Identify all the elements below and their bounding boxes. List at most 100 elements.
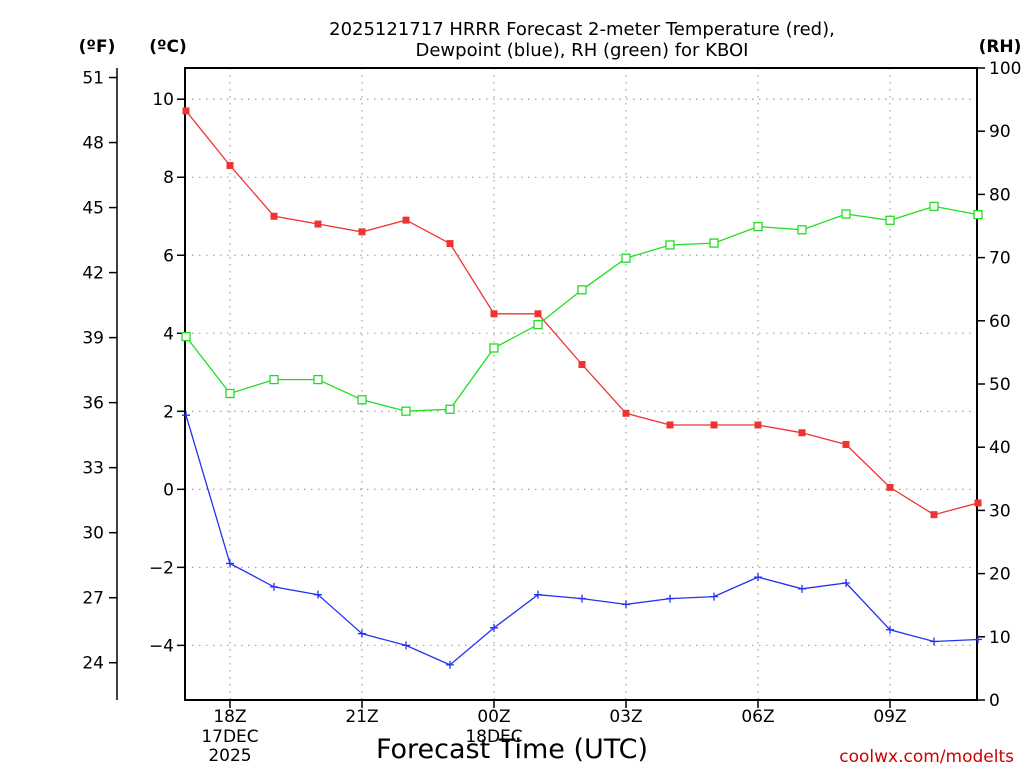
fahrenheit-tick-label: 27 (82, 589, 104, 609)
dewpoint-point (666, 594, 674, 603)
dewpoint-point (490, 623, 498, 632)
rh-point (709, 238, 719, 248)
dewpoint-point (974, 635, 982, 644)
celsius-tick-label: 2 (163, 402, 174, 422)
rh-point (577, 285, 587, 295)
temperature-point (842, 440, 850, 448)
rh-point (357, 395, 367, 405)
temperature-point (226, 162, 234, 170)
rh-point (621, 253, 631, 263)
rh-tick-label: 100 (989, 59, 1021, 79)
temperature-line (185, 110, 979, 516)
temperature-point (798, 429, 806, 437)
temperature-point (182, 107, 190, 115)
x-tick-label: 00Z (477, 707, 510, 727)
data-series (181, 107, 983, 669)
fahrenheit-tick-label: 39 (82, 329, 104, 349)
rh-tick-label: 70 (989, 249, 1011, 269)
celsius-tick-label: 8 (163, 168, 174, 188)
dewpoint-point (402, 641, 410, 650)
series-dewpoint (182, 411, 982, 669)
celsius-tick-label: 4 (163, 324, 174, 344)
rh-point (445, 404, 455, 414)
dewpoint-point (314, 590, 322, 599)
dewpoint-point (578, 594, 586, 603)
series-rh (181, 201, 983, 416)
dewpoint-point (446, 660, 454, 669)
rh-point (225, 388, 235, 399)
dewpoint-point (534, 590, 542, 599)
fahrenheit-tick-label: 51 (82, 69, 104, 89)
rh-tick-label: 80 (989, 185, 1011, 205)
rh-point (489, 343, 499, 353)
fahrenheit-tick-label: 36 (82, 394, 104, 414)
rh-tick-label: 60 (989, 312, 1011, 332)
rh-unit-label: (RH) (979, 37, 1022, 57)
series-temperature (182, 107, 982, 519)
fahrenheit-tick-label: 48 (82, 134, 104, 154)
temperature-point (710, 421, 718, 429)
credit-link: coolwx.com/modelts (839, 747, 1014, 767)
rh-point (797, 225, 807, 235)
dewpoint-point (182, 411, 190, 420)
temperature-point (930, 511, 938, 519)
temperature-point (754, 421, 762, 429)
rh-point (885, 215, 895, 225)
temperature-point (446, 240, 454, 248)
dewpoint-point (754, 573, 762, 582)
x-tick-label: 18DEC (465, 727, 522, 747)
dewpoint-point (622, 600, 630, 609)
rh-tick-label: 10 (989, 628, 1011, 648)
rh-point (313, 374, 323, 385)
x-axis-title: Forecast Time (UTC) (376, 734, 648, 765)
x-tick-label: 06Z (741, 707, 774, 727)
plot-frame (184, 67, 978, 701)
dewpoint-point (886, 625, 894, 634)
rh-tick-label: 30 (989, 501, 1011, 521)
celsius-unit-label: (ºC) (149, 37, 187, 57)
dewpoint-point (798, 584, 806, 593)
fahrenheit-tick-label: 24 (82, 654, 104, 674)
rh-tick-label: 20 (989, 565, 1011, 585)
rh-point (269, 374, 279, 385)
dewpoint-line (185, 415, 979, 666)
temperature-point (402, 216, 410, 224)
x-tick-label: 09Z (873, 707, 906, 727)
rh-point (973, 209, 983, 220)
temperature-point (622, 409, 630, 417)
fahrenheit-tick-label: 30 (82, 524, 104, 544)
dewpoint-point (358, 629, 366, 638)
celsius-tick-label: −4 (149, 636, 174, 656)
fahrenheit-tick-label: 33 (82, 459, 104, 479)
temperature-point (314, 220, 322, 228)
x-tick-label: 03Z (609, 707, 642, 727)
temperature-point (666, 421, 674, 429)
fahrenheit-unit-label: (ºF) (79, 37, 116, 57)
rh-line (185, 205, 979, 412)
rh-point (753, 221, 763, 232)
rh-tick-label: 40 (989, 438, 1011, 458)
rh-tick-label: 90 (989, 122, 1011, 142)
rh-point (401, 406, 411, 416)
rh-point (929, 201, 939, 212)
rh-tick-label: 0 (989, 691, 1000, 711)
chart-title-line-2: Dewpoint (blue), RH (green) for KBOI (416, 40, 749, 61)
temperature-point (578, 360, 586, 368)
fahrenheit-tick-label: 42 (82, 264, 104, 284)
rh-point (665, 240, 675, 250)
rh-point (533, 319, 543, 330)
dewpoint-point (270, 582, 278, 591)
celsius-tick-label: 6 (163, 246, 174, 266)
dewpoint-point (930, 637, 938, 646)
dewpoint-point (842, 578, 850, 587)
celsius-tick-label: 0 (163, 480, 174, 500)
rh-tick-label: 50 (989, 375, 1011, 395)
x-tick-label: 18Z (213, 707, 246, 727)
fahrenheit-tick-label: 45 (82, 199, 104, 219)
rh-point (181, 331, 191, 342)
chart-title-line-1: 2025121717 HRRR Forecast 2-meter Tempera… (329, 19, 835, 40)
temperature-point (974, 499, 982, 507)
temperature-point (886, 483, 894, 491)
